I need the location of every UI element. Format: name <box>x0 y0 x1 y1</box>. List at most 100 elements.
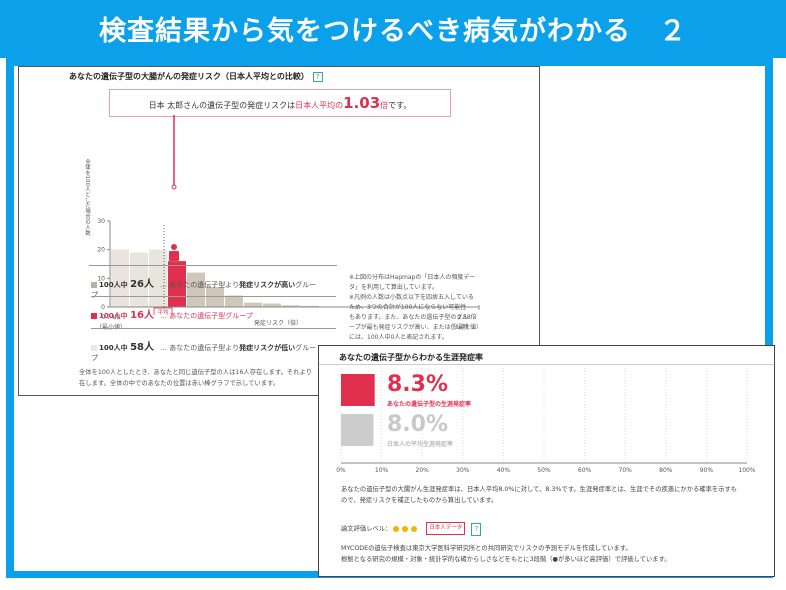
risk-panel-title-text: あなたの遺伝子型の大腸がんの発症リスク（日本人平均との比較） <box>69 72 309 81</box>
note-line: ープが最も発症リスクが高い、または低い時 <box>349 324 469 331</box>
average-rate-value: 8.0% <box>387 412 449 437</box>
legend-prefix-high: 100人中 <box>99 281 128 289</box>
evidence-dot-icon <box>393 525 400 532</box>
average-rate-bar <box>341 414 374 446</box>
x-tick-label: 10% <box>375 467 389 474</box>
legend-count-self: 100人中 16人 <box>99 310 154 321</box>
summary-line: 全体を100人としたとき、あなたと同じ遺伝子型の人は16人存在します。それより <box>79 369 312 376</box>
histogram-bar-self <box>168 261 186 307</box>
slide-title: 検査結果から気をつけるべき病気がわかる ２ <box>99 16 687 47</box>
footer-line: MYCODEの遺伝子検査は東京大学医科学研究所との共同研究でリスクの予測モデルを… <box>341 545 632 552</box>
note-line: もあります。また、あなたの遺伝子型のグル <box>349 314 469 321</box>
legend-desc-low-bold: 発症リスクが低い <box>239 344 296 352</box>
x-tick-label: 20% <box>416 467 430 474</box>
histogram-bar <box>111 249 129 307</box>
x-tick-label: 50% <box>537 467 551 474</box>
evidence-dot-icon <box>411 525 418 532</box>
lifetime-panel-title: あなたの遺伝子型からわかる生涯発症率 <box>339 353 483 362</box>
legend-count-high-value: 26人 <box>130 279 154 290</box>
legend-count-low: 100人中 58人 <box>99 342 154 353</box>
legend-desc-high-pre: … あなたの遺伝子型より <box>159 281 240 289</box>
x-tick-label: 0% <box>336 467 346 474</box>
histogram-bar <box>149 249 167 307</box>
self-rate-value: 8.3% <box>387 372 449 397</box>
callout-suffix: です。 <box>388 101 412 110</box>
risk-distribution-chart: 0 10 20 30 平均 <box>97 115 480 315</box>
x-tick-label: 70% <box>619 467 633 474</box>
legend-prefix-self: 100人中 <box>99 312 128 320</box>
legend-count-low-value: 58人 <box>130 342 154 353</box>
divider <box>89 265 337 266</box>
y-tick-label: 30 <box>97 218 105 225</box>
x-tick-label: 40% <box>497 467 511 474</box>
x-min-value: 0.74倍 <box>101 314 121 321</box>
x-max-sub: （最大値） <box>452 324 483 331</box>
person-icon <box>169 244 179 261</box>
bottom-summary: 全体を100人としたとき、あなたと同じ遺伝子型の人は16人存在します。それより … <box>79 367 312 389</box>
histogram-bar <box>301 305 319 307</box>
title-bar: 検査結果から気をつけるべき病気がわかる ２ <box>0 0 786 58</box>
note-line: ため、3つの合計が100人にならない可能性 <box>349 304 467 311</box>
x-tick-label: 90% <box>700 467 714 474</box>
legend-desc-low: … あなたの遺伝子型より発症リスクが低いグループ <box>91 344 316 362</box>
histogram-bar <box>187 272 205 307</box>
x-min-sub: （最小値） <box>96 324 127 331</box>
distribution-notes: ※上図の分布はHapmapの「日本人の頻度デー タ」を利用して算出しています。 … <box>349 273 529 343</box>
legend-low-risk: 100人中 58人… あなたの遺伝子型より発症リスクが低いグループ <box>91 338 321 362</box>
legend-swatch-low <box>91 345 97 351</box>
legend-count-high: 100人中 26人 <box>99 279 154 290</box>
note-line: ※凡例の人数は小数点以下を四捨五入している <box>349 294 474 301</box>
histogram-bar <box>282 305 300 307</box>
callout-pointer-end <box>171 184 177 190</box>
x-min-label: 0.74倍 （最小値） <box>96 313 126 333</box>
legend-divider <box>91 296 336 297</box>
evidence-label: 論文評価レベル： <box>341 525 392 533</box>
callout-red-text: 日本人平均の <box>295 101 344 110</box>
x-tick-label: 60% <box>578 467 592 474</box>
legend-desc-low-post: グループ <box>91 344 317 362</box>
risk-panel: あなたの遺伝子型の大腸がんの発症リスク（日本人平均との比較）? 日本 太郎さんの… <box>18 66 540 396</box>
x-axis-label: 発症リスク（倍） <box>254 320 303 327</box>
legend-desc-self-pre: … あなたの遺伝子型グループ <box>159 312 253 320</box>
legend-desc-low-pre: … あなたの遺伝子型より <box>159 344 240 352</box>
legend-self: 100人中 16人 … あなたの遺伝子型グループ <box>91 306 321 322</box>
evidence-tag: 日本人データ <box>426 522 466 535</box>
average-tag <box>153 307 173 315</box>
evidence-level: 論文評価レベル： 日本人データ ? <box>341 522 482 536</box>
legend-prefix-low: 100人中 <box>99 344 128 352</box>
legend-divider <box>91 328 336 329</box>
note-line: には、100人中0人と表記されます。 <box>349 334 448 341</box>
footer-line: 根拠となる研究の規模・対象・統計学的な確からしさなどをもとに3段階（●が多いほど… <box>341 556 671 563</box>
help-icon[interactable]: ? <box>471 522 482 536</box>
self-rate-label: あなたの遺伝子型の生涯発症率 <box>387 401 472 408</box>
panel-header-divider <box>319 364 774 365</box>
legend-high-risk: 100人中 26人… あなたの遺伝子型より発症リスクが高いグループ <box>91 275 321 299</box>
lifetime-panel: あなたの遺伝子型からわかる生涯発症率 0% 10% 20% 30% 40% 50% 60% 7… <box>318 345 775 577</box>
lifetime-chart: 0% 10% 20% 30% 40% 50% 60% 70% 80% 90% 100% <box>336 368 756 474</box>
y-tick-label: 10 <box>97 275 105 282</box>
summary-line: 在します。全体の中でのあなたの位置は赤い棒グラフで示しています。 <box>79 380 280 387</box>
x-max-label: 2.58倍 （最大値） <box>452 313 482 333</box>
histogram-bar <box>263 303 281 307</box>
y-tick-label: 20 <box>97 247 105 254</box>
average-rate-label: 日本人の平均生涯発症率 <box>387 441 454 448</box>
histogram-bar <box>130 252 148 307</box>
risk-callout: 日本 太郎さんの遺伝子型の発症リスクは日本人平均の1.03倍です。 <box>109 89 451 117</box>
evidence-dot-icon <box>402 525 409 532</box>
help-icon[interactable]: ? <box>312 72 323 82</box>
legend-desc-high-post: グループ <box>91 281 317 299</box>
histogram-bar <box>244 302 262 307</box>
y-axis-label: 全体を100人とした場合の人数 <box>84 159 90 236</box>
legend-desc-self: … あなたの遺伝子型グループ <box>160 312 253 320</box>
legend-swatch-high <box>91 282 97 288</box>
x-tick-label: 100% <box>738 467 755 474</box>
note-line: タ」を利用して算出しています。 <box>349 284 439 291</box>
x-tick-label: 80% <box>659 467 673 474</box>
callout-prefix: 日本 太郎さんの遺伝子型の発症リスクは <box>148 101 296 110</box>
self-rate-bar <box>341 374 375 406</box>
x-max-value: 2.58倍 <box>457 314 477 321</box>
desc-line: ので、発症リスクを補正したものから算出しています。 <box>341 497 498 504</box>
y-tick-label: 0 <box>101 304 105 311</box>
lifetime-description: あなたの遺伝子型の大腸がん生涯発症率は、日本人平均8.0%に対して、8.3%です… <box>341 484 771 506</box>
